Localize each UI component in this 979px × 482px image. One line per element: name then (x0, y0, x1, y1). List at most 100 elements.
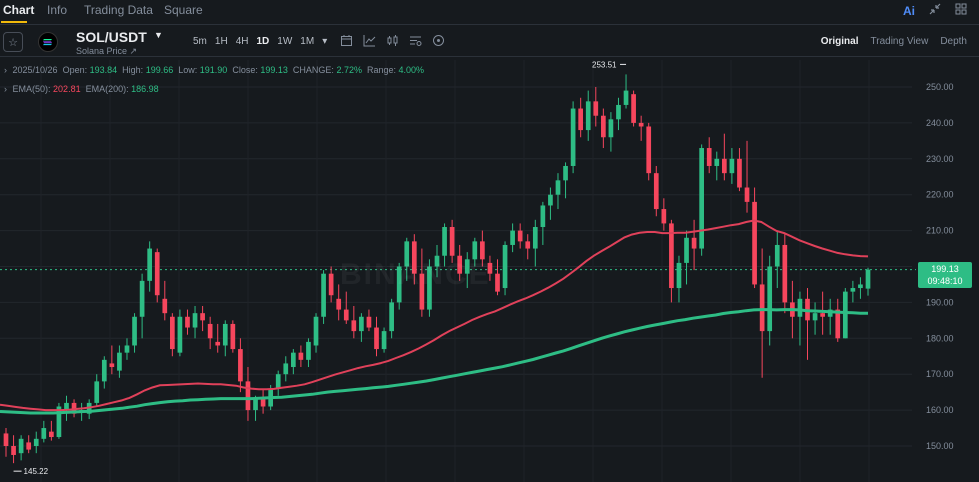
target-icon[interactable] (432, 34, 445, 50)
candle-style-icon[interactable] (386, 34, 399, 50)
ema50-line (0, 219, 869, 412)
high-marker-label: 253.51 (592, 60, 617, 69)
view-trading-view[interactable]: Trading View (870, 36, 929, 47)
indicator-icon[interactable] (363, 34, 376, 50)
candle-body (313, 316, 319, 346)
candle-body (11, 446, 16, 455)
candle-body (419, 273, 425, 310)
caret-down-icon[interactable]: ▼ (154, 30, 163, 40)
candle-body (374, 327, 379, 350)
y-tick-label: 160.00 (926, 405, 954, 415)
favorite-star-icon[interactable]: ☆ (3, 32, 23, 52)
view-depth[interactable]: Depth (940, 36, 967, 47)
interval-5m[interactable]: 5m (193, 36, 207, 47)
ema200-line (0, 308, 868, 415)
candle-body (585, 101, 591, 131)
low-label: Low: (178, 65, 198, 75)
candle-body (850, 288, 856, 292)
grid-icon[interactable] (955, 3, 967, 18)
tab-trading-data[interactable]: Trading Data (84, 3, 153, 17)
external-link-icon[interactable]: ↗ (129, 46, 138, 56)
ema50-label: EMA(50): (12, 84, 51, 94)
symbol-subtitle: Solana Price ↗ (76, 46, 137, 57)
interval-1h[interactable]: 1H (214, 36, 228, 47)
ema200-value: 186.98 (131, 84, 159, 94)
collapse-legend-caret-icon[interactable]: › (4, 65, 7, 75)
candle-body (275, 374, 281, 389)
chart-toolbar: ☆ SOL/USDT ▼ Solana Price ↗ 5m 1H 4H 1D … (0, 26, 979, 56)
interval-1w[interactable]: 1W (277, 36, 293, 47)
symbol-selector[interactable]: SOL/USDT (76, 29, 147, 45)
candle-body (729, 158, 735, 174)
candle-body (185, 316, 190, 328)
calendar-icon[interactable] (340, 34, 353, 50)
candle-body (381, 331, 387, 350)
chart-tools (340, 34, 445, 50)
solana-logo-icon (38, 32, 58, 52)
candle-body (457, 255, 463, 274)
candle-body (812, 313, 818, 321)
candle-body (472, 241, 478, 260)
candle-body (109, 363, 115, 368)
interval-4h[interactable]: 4H (235, 36, 249, 47)
candle-body (200, 313, 205, 321)
candle-body (548, 194, 553, 206)
candle-body (623, 90, 629, 105)
low-value: 191.90 (199, 65, 228, 75)
open-value: 193.84 (89, 65, 118, 75)
candle-body (359, 316, 364, 332)
interval-1m[interactable]: 1M (300, 36, 315, 47)
tab-chart[interactable]: Chart (3, 3, 35, 17)
candle-body (253, 399, 258, 411)
y-tick-label: 220.00 (926, 190, 954, 200)
candle-body (608, 119, 614, 138)
candle-body (464, 259, 470, 274)
candle-body (18, 438, 24, 454)
ohlc-legend: › 2025/10/26 Open: 193.84 High: 199.66 L… (4, 65, 424, 75)
candle-body (744, 187, 750, 202)
ema50-value: 202.81 (53, 84, 81, 94)
candle-body (684, 237, 689, 263)
more-intervals-caret-icon[interactable]: ▾ (322, 36, 328, 47)
candle-body (752, 201, 757, 285)
collapse-ema-caret-icon[interactable]: › (4, 84, 7, 94)
high-value: 199.66 (145, 65, 174, 75)
chart-settings-icon[interactable] (409, 34, 422, 50)
candle-body (162, 298, 168, 314)
candle-body (170, 316, 175, 350)
candle-body (699, 148, 704, 249)
tab-square[interactable]: Square (164, 3, 203, 17)
candle-body (721, 158, 727, 174)
binance-watermark: BINANCE (340, 258, 491, 291)
toolbar-divider (0, 56, 979, 57)
view-original[interactable]: Original (820, 36, 859, 47)
candle-body (56, 406, 62, 438)
open-label: Open: (62, 65, 88, 75)
candle-body (449, 227, 455, 256)
candle-body (737, 158, 742, 188)
tab-info[interactable]: Info (47, 3, 68, 17)
interval-1d[interactable]: 1D (256, 36, 270, 47)
close-value: 199.13 (260, 65, 288, 75)
candle-body (124, 345, 130, 353)
ai-assistant-button[interactable]: Ai (903, 3, 915, 18)
y-tick-label: 240.00 (926, 118, 954, 128)
candle-body (525, 241, 531, 249)
candle-body (33, 438, 39, 446)
candle-body (820, 313, 825, 317)
ohlc-date: 2025/10/26 (12, 65, 58, 75)
candle-body (797, 298, 803, 317)
collapse-icon[interactable] (929, 3, 941, 18)
candle-body (26, 442, 32, 450)
candle-body (245, 381, 251, 411)
candle-body (389, 302, 394, 332)
candle-body (64, 402, 69, 411)
candle-body (480, 241, 485, 260)
candle-body (661, 209, 667, 224)
candle-body (555, 180, 561, 195)
y-tick-label: 230.00 (926, 154, 954, 164)
candle-body (215, 341, 221, 346)
candle-body (540, 205, 546, 228)
candle-body (396, 266, 402, 303)
